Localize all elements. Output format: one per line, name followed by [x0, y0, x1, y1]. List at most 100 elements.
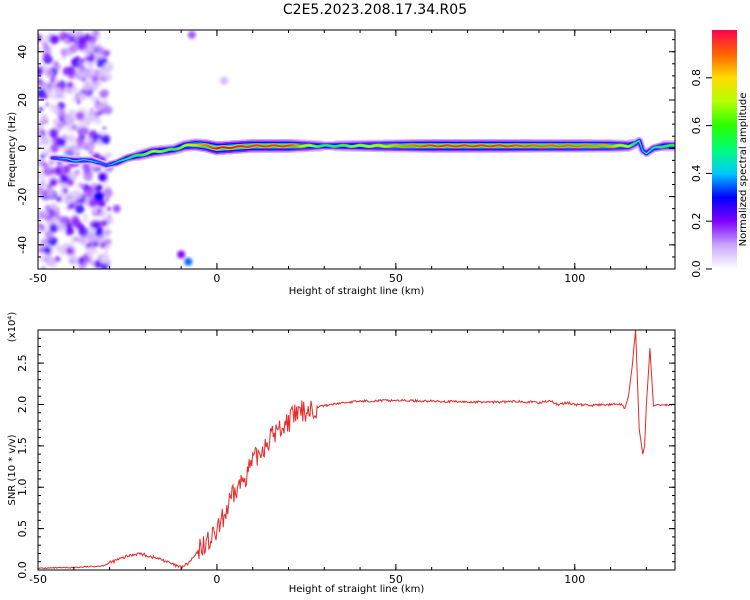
heatmap-speckle	[74, 236, 79, 242]
heatmap-speckle	[83, 171, 94, 182]
heatmap-speckle	[68, 242, 73, 248]
heatmap-speckle	[96, 183, 103, 191]
heatmap-speckle	[76, 99, 81, 105]
y-tick-label: 0	[16, 145, 29, 152]
x-tick-label: 100	[564, 272, 585, 285]
x-tick-label: 100	[564, 573, 585, 586]
x-tick-label: 50	[389, 272, 403, 285]
heatmap-speckle	[77, 265, 84, 269]
heatmap-blob	[112, 204, 121, 213]
heatmap-speckle	[44, 119, 49, 124]
colorbar-tick-label: 0.6	[690, 117, 703, 135]
heatmap-speckle	[60, 174, 69, 184]
snr-frame	[37, 329, 676, 571]
heatmap-speckle	[71, 217, 81, 228]
heatmap-speckle	[46, 188, 56, 198]
heatmap-blob	[187, 30, 196, 39]
snr-y-multiplier: (x10⁴)	[7, 312, 18, 343]
heatmap-speckle	[104, 106, 113, 115]
heatmap-speckle	[65, 226, 75, 236]
heatmap-blob	[184, 257, 193, 266]
colorbar-tick-label: 0.0	[690, 260, 703, 278]
heatmap-speckle	[85, 231, 95, 241]
heatmap-speckle	[105, 197, 109, 202]
heatmap-speckle	[87, 73, 91, 77]
heatmap-speckle	[71, 58, 79, 66]
heatmap-speckle	[78, 119, 89, 129]
snr-y-axis-label: SNR (10 * v/v)	[7, 434, 18, 505]
heatmap-speckle	[98, 101, 107, 110]
heatmap-speckle	[106, 206, 111, 211]
heatmap-speckle	[56, 196, 62, 202]
y-tick-label: 20	[16, 93, 29, 107]
heatmap-speckle	[41, 266, 46, 269]
heatmap-speckle	[90, 108, 94, 112]
heatmap-speckle	[86, 46, 91, 51]
snr-line-panel: -50 0 50 100 0.0 0.5 1.0 1.5 2.0 2.5 Height of s…	[7, 312, 676, 595]
heatmap-speckle	[54, 63, 61, 70]
heatmap-speckle	[74, 169, 81, 176]
heatmap-speckle	[49, 35, 59, 45]
heatmap-speckle	[59, 119, 64, 123]
heatmap-speckle	[42, 93, 49, 100]
heatmap-speckle	[45, 153, 49, 157]
heatmap-ridge-segment	[640, 145, 644, 152]
heatmap-speckle	[95, 52, 102, 58]
heatmap-speckle	[101, 255, 111, 265]
heatmap-speckle	[93, 103, 100, 110]
heatmap-speckle	[69, 44, 78, 54]
snr-series-line	[38, 330, 675, 570]
heatmap-speckle	[95, 117, 100, 122]
heatmap-speckle	[49, 140, 53, 144]
colorbar-label: Normalized spectral amplitude	[738, 93, 749, 247]
heatmap-x-axis-label: Height of straight line (km)	[289, 286, 425, 297]
heatmap-speckle	[55, 244, 63, 252]
heatmap-y-axis-label: Frequency (Hz)	[7, 112, 18, 188]
heatmap-speckle	[41, 65, 47, 71]
heatmap-speckle	[69, 173, 77, 180]
heatmap-speckle	[83, 189, 92, 198]
heatmap-speckle	[48, 128, 59, 139]
y-tick-label: 0.5	[16, 520, 29, 538]
heatmap-speckle	[48, 223, 59, 233]
heatmap-speckle	[104, 250, 108, 254]
heatmap-blob	[220, 76, 229, 85]
heatmap-speckle	[38, 107, 44, 112]
heatmap-speckle	[75, 124, 80, 129]
heatmap-speckle	[77, 63, 86, 72]
heatmap-plot-area	[38, 30, 675, 269]
heatmap-speckle	[102, 126, 106, 130]
y-tick-label: -20	[16, 188, 29, 206]
heatmap-speckle	[88, 62, 94, 69]
heatmap-speckle	[99, 89, 109, 99]
colorbar-ticks: 0.0 0.2 0.4 0.6 0.8	[690, 69, 712, 278]
heatmap-speckle	[65, 118, 73, 127]
heatmap-ridge-segment	[638, 140, 642, 147]
x-tick-label: 50	[389, 573, 403, 586]
y-tick-label: 2.5	[16, 354, 29, 372]
x-tick-label: 0	[213, 272, 220, 285]
heatmap-speckle	[81, 262, 86, 268]
heatmap-speckle	[95, 153, 100, 158]
snr-x-axis: -50 0 50 100	[29, 330, 647, 586]
heatmap-speckle	[97, 199, 106, 208]
heatmap-speckle	[77, 91, 87, 102]
heatmap-speckle	[51, 104, 60, 114]
heatmap-x-axis: -50 0 50 100	[29, 30, 647, 285]
heatmap-speckle	[62, 188, 69, 194]
heatmap-speckle	[78, 236, 87, 245]
heatmap-speckle	[67, 202, 75, 210]
heatmap-speckle	[42, 41, 48, 47]
heatmap-speckle	[50, 79, 55, 84]
heatmap-speckle	[100, 135, 111, 145]
heatmap-speckle	[50, 93, 55, 99]
heatmap-speckle	[42, 52, 51, 61]
heatmap-speckle	[38, 186, 44, 195]
heatmap-frame	[37, 29, 676, 270]
heatmap-speckle	[92, 30, 100, 37]
heatmap-speckle	[44, 230, 54, 240]
figure-title: C2E5.2023.208.17.34.R05	[283, 2, 467, 18]
heatmap-speckle	[56, 137, 66, 147]
y-tick-label: 40	[16, 45, 29, 59]
heatmap-speckle	[43, 211, 49, 217]
